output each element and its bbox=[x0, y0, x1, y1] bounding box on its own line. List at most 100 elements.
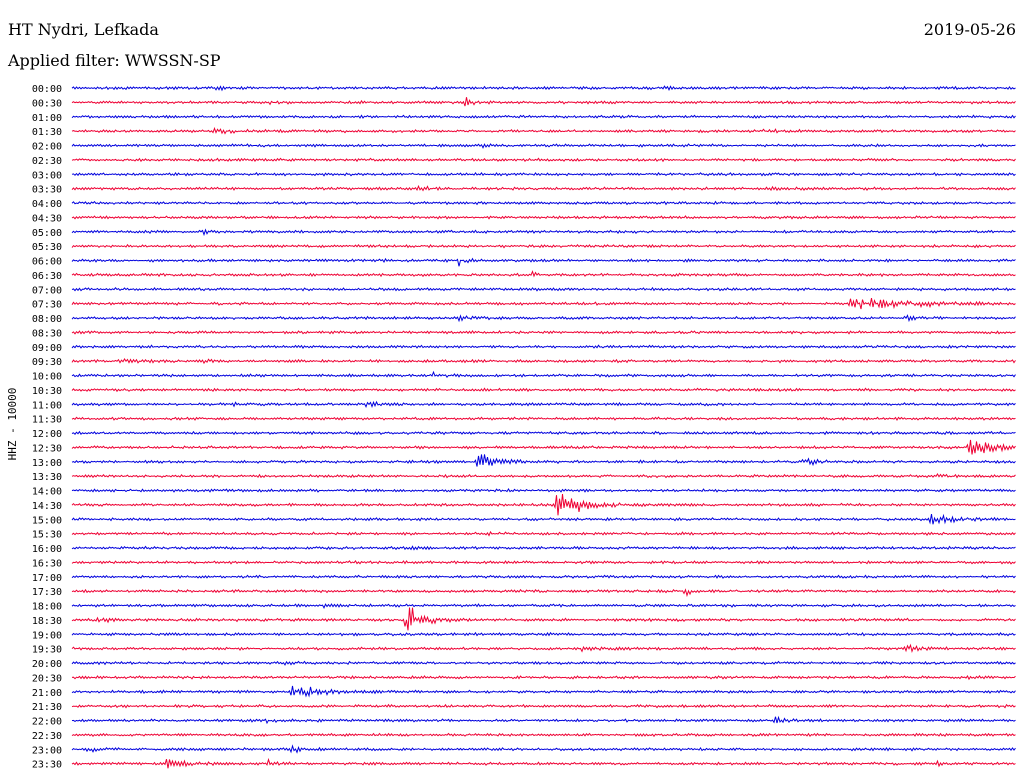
trace-line bbox=[71, 298, 1016, 310]
row-label: 23:30 bbox=[32, 760, 62, 771]
trace-line bbox=[71, 588, 1016, 598]
row-label: 07:30 bbox=[32, 300, 62, 311]
trace-line bbox=[71, 703, 1016, 709]
row-label: 00:30 bbox=[32, 98, 62, 109]
row-label: 04:30 bbox=[32, 213, 62, 224]
row-label: 21:30 bbox=[32, 702, 62, 713]
row-label: 02:30 bbox=[32, 156, 62, 167]
trace-line bbox=[71, 329, 1016, 335]
trace-line bbox=[71, 675, 1016, 681]
row-label: 08:00 bbox=[32, 314, 62, 325]
row-label: 05:00 bbox=[32, 228, 62, 239]
row-label: 06:00 bbox=[32, 257, 62, 268]
trace-line bbox=[71, 228, 1016, 237]
row-label: 15:30 bbox=[32, 530, 62, 541]
row-label: 14:30 bbox=[32, 501, 62, 512]
row-label: 03:30 bbox=[32, 185, 62, 196]
row-label: 22:00 bbox=[32, 717, 62, 728]
trace-line bbox=[71, 97, 1016, 107]
trace-line bbox=[71, 473, 1016, 479]
row-label: 19:00 bbox=[32, 630, 62, 641]
row-label: 13:30 bbox=[32, 472, 62, 483]
row-label: 21:00 bbox=[32, 688, 62, 699]
trace-line bbox=[71, 574, 1016, 579]
trace-line bbox=[71, 286, 1016, 292]
trace-line bbox=[71, 370, 1016, 379]
row-label: 02:00 bbox=[32, 142, 62, 153]
row-label: 09:00 bbox=[32, 343, 62, 354]
trace-line bbox=[71, 400, 1016, 408]
trace-line bbox=[71, 643, 1016, 653]
trace-line bbox=[71, 488, 1016, 493]
trace-line bbox=[71, 387, 1016, 393]
row-label: 15:00 bbox=[32, 515, 62, 526]
trace-line bbox=[71, 732, 1016, 738]
trace-line bbox=[71, 358, 1016, 365]
row-label: 12:30 bbox=[32, 443, 62, 454]
trace-line bbox=[71, 143, 1016, 149]
trace-line bbox=[71, 513, 1016, 525]
trace-line bbox=[71, 270, 1016, 278]
trace-line bbox=[71, 85, 1016, 92]
row-label: 17:30 bbox=[32, 587, 62, 598]
row-label: 10:00 bbox=[32, 372, 62, 383]
date-label: 2019-05-26 bbox=[923, 20, 1016, 39]
trace-line bbox=[71, 660, 1016, 666]
row-label: 07:00 bbox=[32, 285, 62, 296]
y-axis-label: HHZ - 10000 bbox=[6, 388, 19, 461]
trace-line bbox=[71, 685, 1016, 698]
trace-line bbox=[71, 430, 1016, 436]
row-label: 20:30 bbox=[32, 673, 62, 684]
row-label: 16:00 bbox=[32, 544, 62, 555]
trace-line bbox=[71, 545, 1016, 551]
row-label: 22:30 bbox=[32, 731, 62, 742]
trace-line bbox=[71, 530, 1016, 537]
row-label: 01:30 bbox=[32, 127, 62, 138]
trace-line bbox=[71, 715, 1016, 725]
trace-line bbox=[71, 114, 1016, 120]
row-label: 00:00 bbox=[32, 84, 62, 95]
row-label: 08:30 bbox=[32, 328, 62, 339]
row-label: 11:30 bbox=[32, 415, 62, 426]
row-label: 18:30 bbox=[32, 616, 62, 627]
row-label: 05:30 bbox=[32, 242, 62, 253]
row-label: 19:30 bbox=[32, 645, 62, 656]
trace-rows: 00:00 00:30 01:00 01:30 02:00 02:30 03:00 03:30… bbox=[32, 84, 1016, 771]
trace-line bbox=[71, 171, 1016, 177]
row-label: 03:00 bbox=[32, 170, 62, 181]
filter-label: Applied filter: WWSSN-SP bbox=[8, 51, 221, 70]
row-label: 23:00 bbox=[32, 745, 62, 756]
row-label: 06:30 bbox=[32, 271, 62, 282]
trace-line bbox=[71, 560, 1016, 565]
row-label: 01:00 bbox=[32, 113, 62, 124]
row-label: 13:00 bbox=[32, 458, 62, 469]
row-label: 16:30 bbox=[32, 558, 62, 569]
trace-line bbox=[71, 257, 1016, 267]
trace-line bbox=[71, 757, 1016, 769]
trace-line bbox=[71, 493, 1016, 516]
trace-line bbox=[71, 744, 1016, 754]
trace-line bbox=[71, 603, 1016, 609]
trace-line bbox=[71, 439, 1016, 455]
trace-line bbox=[71, 314, 1016, 323]
row-label: 14:00 bbox=[32, 487, 62, 498]
trace-line bbox=[71, 631, 1016, 637]
trace-line bbox=[71, 184, 1016, 192]
trace-line bbox=[71, 215, 1016, 220]
trace-line bbox=[71, 607, 1016, 631]
station-title: HT Nydri, Lefkada bbox=[8, 20, 159, 39]
trace-line bbox=[71, 157, 1016, 163]
row-label: 04:00 bbox=[32, 199, 62, 210]
trace-line bbox=[71, 200, 1016, 206]
row-label: 10:30 bbox=[32, 386, 62, 397]
row-label: 12:00 bbox=[32, 429, 62, 440]
trace-line bbox=[71, 126, 1016, 135]
trace-line bbox=[71, 416, 1016, 421]
row-label: 17:00 bbox=[32, 573, 62, 584]
trace-line bbox=[71, 454, 1016, 467]
trace-line bbox=[71, 243, 1016, 249]
row-label: 11:00 bbox=[32, 400, 62, 411]
row-label: 18:00 bbox=[32, 602, 62, 613]
row-label: 20:00 bbox=[32, 659, 62, 670]
